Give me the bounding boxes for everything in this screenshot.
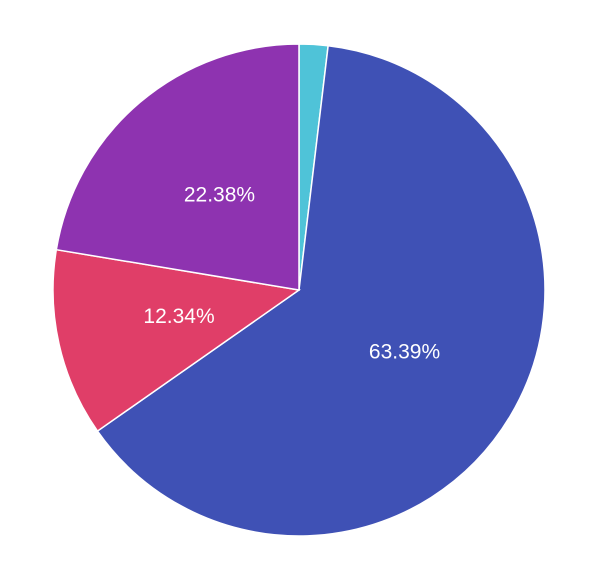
data-label: 63.39% <box>369 341 440 364</box>
data-label: 22.38% <box>184 184 255 207</box>
pie-slice <box>96 44 546 537</box>
pie-slice <box>52 248 301 433</box>
data-label: 12.34% <box>143 305 214 328</box>
pie-slice <box>55 43 300 291</box>
